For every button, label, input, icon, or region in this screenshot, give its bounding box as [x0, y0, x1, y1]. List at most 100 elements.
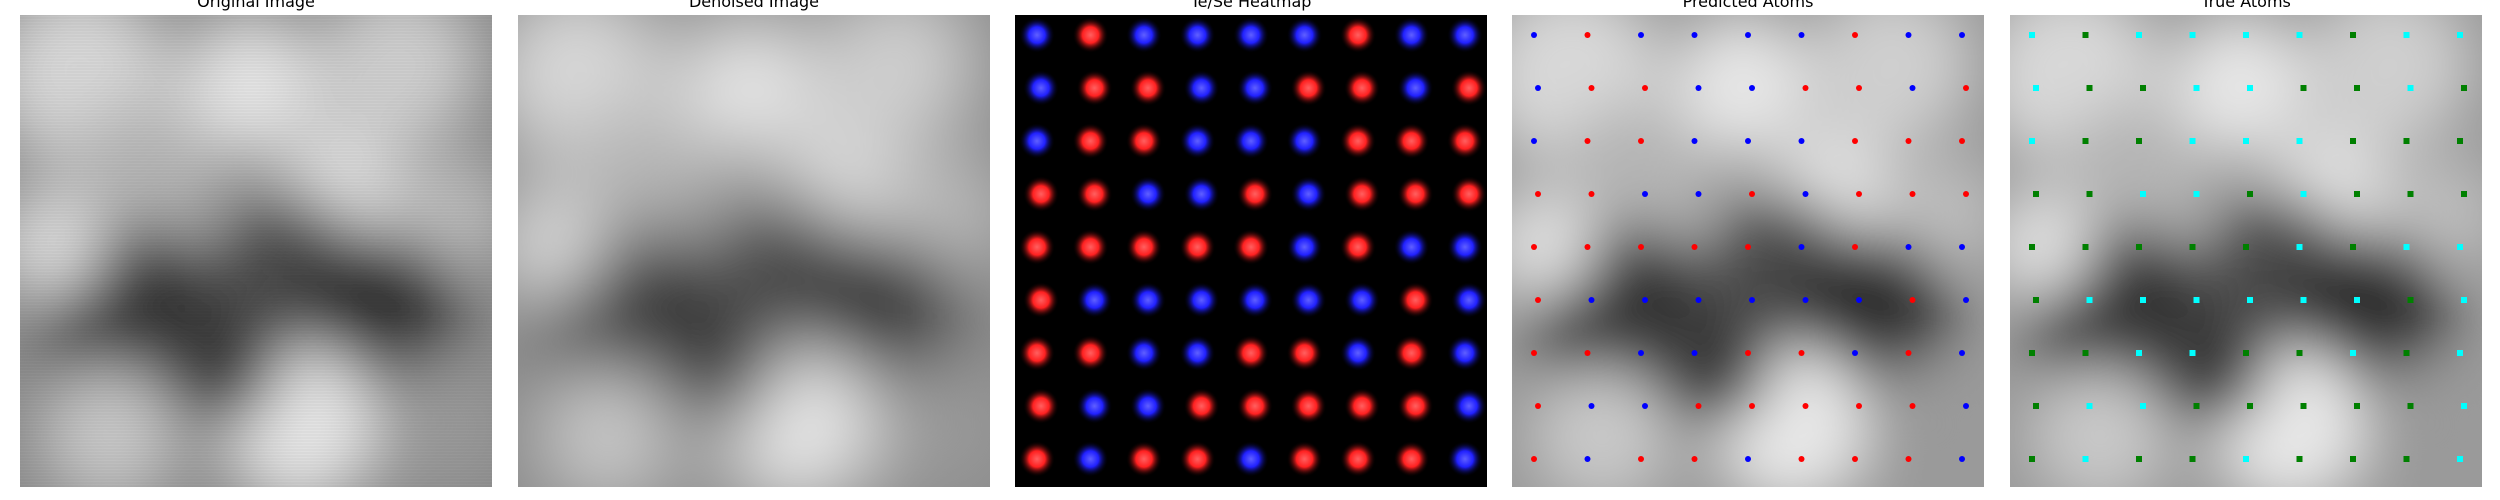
predicted-atoms-plot	[1512, 15, 1984, 487]
true-te-atom	[2082, 138, 2089, 144]
true-te-atom	[2457, 138, 2463, 144]
predicted-se-atom	[1642, 297, 1648, 303]
predicted-te-atom	[1798, 456, 1805, 462]
true-se-atom	[2461, 403, 2467, 409]
true-se-atom	[2029, 32, 2035, 38]
te-heatmap-spot	[1183, 388, 1220, 424]
predicted-atoms-title: Predicted Atoms	[1682, 0, 1814, 11]
te-heatmap-spot	[1126, 229, 1162, 265]
true-te-atom	[2086, 191, 2093, 197]
se-heatmap-spot	[1290, 176, 1327, 212]
true-te-atom	[2243, 350, 2249, 356]
se-heatmap-spot	[1076, 282, 1113, 318]
predicted-te-atom	[1852, 32, 1858, 38]
true-te-atom	[2407, 297, 2414, 303]
original-image-title: Original Image	[197, 0, 315, 11]
true-se-atom	[2082, 456, 2089, 462]
predicted-se-atom	[1745, 138, 1751, 144]
predicted-te-atom	[1963, 85, 1969, 91]
se-heatmap-spot	[1183, 70, 1220, 106]
se-heatmap-spot	[1447, 229, 1483, 265]
se-heatmap-spot	[1126, 17, 1162, 53]
true-te-atom	[2082, 32, 2089, 38]
texture-blob	[538, 365, 678, 487]
se-heatmap-spot	[1447, 17, 1483, 53]
predicted-te-atom	[1535, 403, 1541, 409]
true-se-atom	[2086, 297, 2093, 303]
te-heatmap-spot	[1023, 282, 1059, 318]
texture-blob	[300, 235, 460, 395]
predicted-se-atom	[1535, 85, 1541, 91]
se-heatmap-spot	[1451, 282, 1487, 318]
predicted-se-atom	[1691, 32, 1698, 38]
te-heatmap-spot	[1393, 123, 1430, 159]
true-se-atom	[2296, 138, 2303, 144]
predicted-te-atom	[1856, 85, 1862, 91]
texture-blob	[518, 190, 603, 300]
se-heatmap-spot	[1126, 335, 1162, 371]
predicted-se-atom	[1749, 297, 1755, 303]
te-heatmap-spot	[1076, 70, 1113, 106]
te-heatmap-spot	[1290, 388, 1327, 424]
predicted-te-atom	[1909, 297, 1916, 303]
te-heatmap-spot	[1179, 441, 1216, 477]
se-heatmap-spot	[1179, 123, 1216, 159]
predicted-se-atom	[1802, 191, 1809, 197]
true-se-atom	[2457, 32, 2463, 38]
true-te-atom	[2300, 403, 2307, 409]
true-se-atom	[2193, 297, 2200, 303]
original-image-blobs	[20, 15, 492, 487]
true-se-atom	[2136, 32, 2142, 38]
texture-blob	[868, 355, 990, 487]
true-se-atom	[2136, 350, 2142, 356]
predicted-se-atom	[1802, 297, 1809, 303]
se-heatmap-spot	[1451, 388, 1487, 424]
predicted-te-atom	[1691, 244, 1698, 250]
predicted-se-atom	[1798, 244, 1805, 250]
true-te-atom	[2189, 456, 2196, 462]
se-heatmap-spot	[1233, 17, 1269, 53]
true-te-atom	[2403, 350, 2410, 356]
true-se-atom	[2247, 297, 2253, 303]
texture-blob	[1532, 365, 1672, 487]
te-heatmap-spot	[1286, 335, 1323, 371]
predicted-se-atom	[1959, 244, 1965, 250]
true-se-atom	[2457, 456, 2463, 462]
predicted-te-atom	[1535, 297, 1541, 303]
se-heatmap-spot	[1130, 176, 1166, 212]
te-heatmap-spot	[1340, 123, 1376, 159]
te-heatmap-spot	[1130, 70, 1166, 106]
predicted-se-atom	[1963, 403, 1969, 409]
predicted-te-atom	[1584, 138, 1591, 144]
se-heatmap-spot	[1233, 441, 1269, 477]
predicted-se-atom	[1695, 85, 1702, 91]
true-se-atom	[2189, 138, 2196, 144]
true-te-atom	[2189, 244, 2196, 250]
se-heatmap-spot	[1183, 282, 1220, 318]
te-heatmap-spot	[1126, 441, 1162, 477]
true-se-atom	[2300, 191, 2307, 197]
true-te-atom	[2461, 191, 2467, 197]
se-heatmap-spot	[1237, 70, 1273, 106]
predicted-se-atom	[1909, 85, 1916, 91]
true-se-atom	[2033, 85, 2039, 91]
se-heatmap-spot	[1183, 176, 1220, 212]
predicted-te-atom	[1959, 138, 1965, 144]
predicted-te-atom	[1852, 138, 1858, 144]
texture-blob	[2030, 365, 2170, 487]
te-heatmap-spot	[1233, 335, 1269, 371]
predicted-se-atom	[1531, 138, 1537, 144]
true-te-atom	[2354, 191, 2360, 197]
true-te-atom	[2136, 456, 2142, 462]
true-te-atom	[2136, 244, 2142, 250]
heatmap-title: Te/Se Heatmap	[1190, 0, 1312, 11]
true-se-atom	[2140, 403, 2146, 409]
predicted-se-atom	[1691, 350, 1698, 356]
texture-blob	[1862, 355, 1984, 487]
true-te-atom	[2247, 191, 2253, 197]
predicted-te-atom	[1584, 32, 1591, 38]
se-heatmap-spot	[1393, 17, 1430, 53]
true-se-atom	[2189, 32, 2196, 38]
predicted-te-atom	[1802, 85, 1809, 91]
true-se-atom	[2193, 85, 2200, 91]
